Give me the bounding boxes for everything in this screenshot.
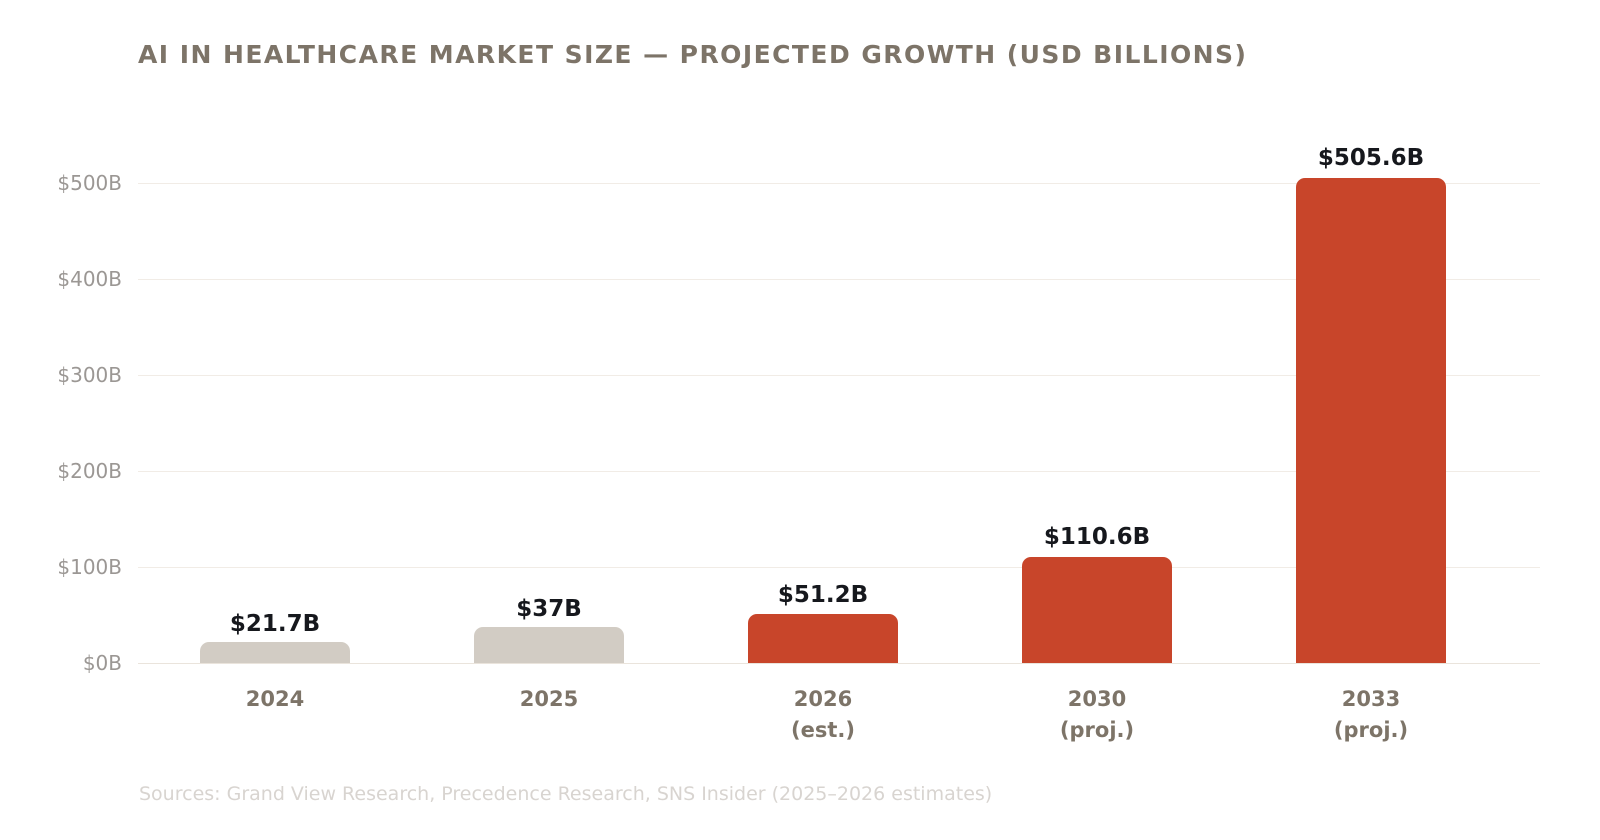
bar-value-2025: $37B xyxy=(516,596,582,622)
bar-2030[interactable] xyxy=(1022,557,1172,663)
bar-2026[interactable] xyxy=(748,614,898,663)
x-tick-year: 2026 xyxy=(793,687,853,711)
x-tick-year: 2025 xyxy=(519,687,579,711)
y-tick-label: $200B xyxy=(57,459,122,483)
bar-2033[interactable] xyxy=(1296,178,1446,663)
gridline-100 xyxy=(138,567,1540,568)
bar-2025[interactable] xyxy=(474,627,624,663)
bar-2024[interactable] xyxy=(200,642,350,663)
gridline-baseline xyxy=(138,663,1540,664)
x-tick-label-2030: 2030 (proj.) xyxy=(1060,684,1134,746)
x-tick-sublabel: (est.) xyxy=(791,718,855,742)
x-tick-label-2026: 2026 (est.) xyxy=(791,684,855,746)
x-tick-year: 2033 xyxy=(1341,687,1401,711)
gridline-500 xyxy=(138,183,1540,184)
source-note: Sources: Grand View Research, Precedence… xyxy=(139,783,993,805)
x-tick-sublabel: (proj.) xyxy=(1059,718,1135,742)
y-tick-label: $500B xyxy=(57,171,122,195)
y-tick-label: $400B xyxy=(57,267,122,291)
gridline-200 xyxy=(138,471,1540,472)
gridline-300 xyxy=(138,375,1540,376)
y-tick-label: $0B xyxy=(82,651,122,675)
plot-area: $21.7B $37B $51.2B $110.6B $505.6B xyxy=(138,145,1540,664)
y-tick-label: $300B xyxy=(57,363,122,387)
x-tick-sublabel: (proj.) xyxy=(1333,718,1409,742)
bar-value-2024: $21.7B xyxy=(229,611,321,637)
bar-value-2033: $505.6B xyxy=(1317,145,1425,171)
gridline-400 xyxy=(138,279,1540,280)
page-title: AI IN HEALTHCARE MARKET SIZE — PROJECTED… xyxy=(138,40,1248,69)
y-tick-label: $100B xyxy=(57,555,122,579)
bar-value-2030: $110.6B xyxy=(1043,524,1151,550)
x-tick-year: 2024 xyxy=(245,687,305,711)
x-tick-label-2033: 2033 (proj.) xyxy=(1334,684,1408,746)
x-tick-year: 2030 xyxy=(1067,687,1127,711)
x-tick-label-2024: 2024 xyxy=(246,684,304,715)
x-tick-label-2025: 2025 xyxy=(520,684,578,715)
bar-value-2026: $51.2B xyxy=(777,582,869,608)
